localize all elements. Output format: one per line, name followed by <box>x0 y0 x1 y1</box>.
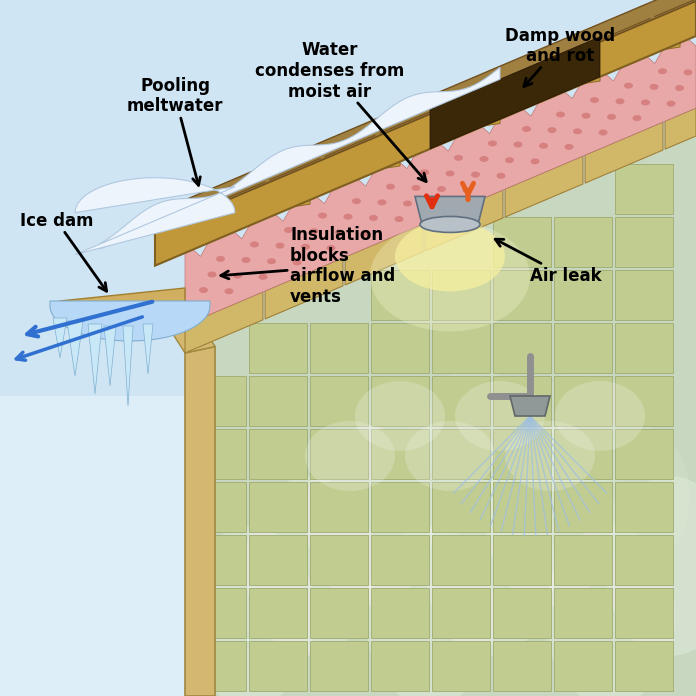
Polygon shape <box>380 148 400 169</box>
Ellipse shape <box>310 228 319 234</box>
Ellipse shape <box>318 212 327 219</box>
Polygon shape <box>660 29 680 50</box>
Ellipse shape <box>267 258 276 264</box>
Ellipse shape <box>225 288 233 294</box>
Ellipse shape <box>395 221 505 292</box>
Text: Insulation
blocks
airflow and
vents: Insulation blocks airflow and vents <box>221 226 395 306</box>
Polygon shape <box>615 323 673 373</box>
Ellipse shape <box>216 256 225 262</box>
Polygon shape <box>249 482 307 532</box>
Polygon shape <box>371 376 429 426</box>
Polygon shape <box>155 306 215 353</box>
Polygon shape <box>249 376 307 426</box>
Polygon shape <box>123 326 133 406</box>
Ellipse shape <box>305 421 395 491</box>
Ellipse shape <box>301 244 310 250</box>
Ellipse shape <box>488 141 497 146</box>
Polygon shape <box>615 482 673 532</box>
Ellipse shape <box>352 198 361 204</box>
Ellipse shape <box>245 476 375 656</box>
Polygon shape <box>185 36 696 325</box>
Ellipse shape <box>463 187 471 193</box>
Ellipse shape <box>377 199 386 205</box>
Ellipse shape <box>420 169 429 175</box>
Polygon shape <box>480 106 500 127</box>
Polygon shape <box>510 396 550 416</box>
Ellipse shape <box>615 98 624 104</box>
Polygon shape <box>432 588 490 638</box>
Text: Ice dam: Ice dam <box>20 212 106 291</box>
Ellipse shape <box>292 260 301 265</box>
Ellipse shape <box>535 366 635 506</box>
Ellipse shape <box>429 202 438 207</box>
Polygon shape <box>310 535 368 585</box>
Polygon shape <box>432 323 490 373</box>
Polygon shape <box>585 122 663 183</box>
Polygon shape <box>554 376 612 426</box>
Polygon shape <box>155 1 696 266</box>
Ellipse shape <box>624 83 633 88</box>
Polygon shape <box>155 23 696 259</box>
Ellipse shape <box>242 257 251 263</box>
Polygon shape <box>415 196 485 224</box>
Polygon shape <box>493 217 551 267</box>
Polygon shape <box>554 217 612 267</box>
Polygon shape <box>188 429 246 479</box>
Polygon shape <box>188 482 246 532</box>
Ellipse shape <box>369 215 378 221</box>
Ellipse shape <box>564 144 574 150</box>
Polygon shape <box>155 30 696 266</box>
Polygon shape <box>554 270 612 320</box>
Polygon shape <box>615 217 673 267</box>
Polygon shape <box>60 288 185 321</box>
Ellipse shape <box>675 85 684 91</box>
Polygon shape <box>249 535 307 585</box>
Polygon shape <box>371 535 429 585</box>
Polygon shape <box>493 429 551 479</box>
Polygon shape <box>75 177 235 255</box>
Polygon shape <box>155 9 696 245</box>
Polygon shape <box>554 323 612 373</box>
Polygon shape <box>615 376 673 426</box>
Ellipse shape <box>667 101 676 106</box>
Ellipse shape <box>590 97 599 103</box>
Polygon shape <box>371 270 429 320</box>
Ellipse shape <box>355 381 445 451</box>
Ellipse shape <box>361 230 370 237</box>
Polygon shape <box>185 136 696 696</box>
Ellipse shape <box>658 68 667 74</box>
Ellipse shape <box>250 242 259 248</box>
Ellipse shape <box>437 186 446 192</box>
Polygon shape <box>493 535 551 585</box>
Polygon shape <box>615 270 673 320</box>
Polygon shape <box>310 588 368 638</box>
Polygon shape <box>185 292 263 353</box>
Ellipse shape <box>425 476 555 656</box>
Polygon shape <box>310 482 368 532</box>
Ellipse shape <box>276 243 285 248</box>
Polygon shape <box>432 429 490 479</box>
Polygon shape <box>310 429 368 479</box>
Ellipse shape <box>455 381 545 451</box>
Polygon shape <box>493 641 551 691</box>
Polygon shape <box>53 318 67 358</box>
Polygon shape <box>265 258 343 319</box>
Polygon shape <box>100 68 500 249</box>
Ellipse shape <box>454 155 463 161</box>
Ellipse shape <box>344 214 352 220</box>
Ellipse shape <box>207 271 216 278</box>
Ellipse shape <box>556 111 565 118</box>
Ellipse shape <box>365 526 495 696</box>
Polygon shape <box>493 323 551 373</box>
Polygon shape <box>554 429 612 479</box>
Ellipse shape <box>607 114 616 120</box>
Polygon shape <box>155 0 696 230</box>
Polygon shape <box>615 588 673 638</box>
Polygon shape <box>143 324 153 374</box>
Polygon shape <box>371 429 429 479</box>
Polygon shape <box>432 641 490 691</box>
Polygon shape <box>493 270 551 320</box>
Ellipse shape <box>505 157 514 163</box>
Polygon shape <box>249 588 307 638</box>
